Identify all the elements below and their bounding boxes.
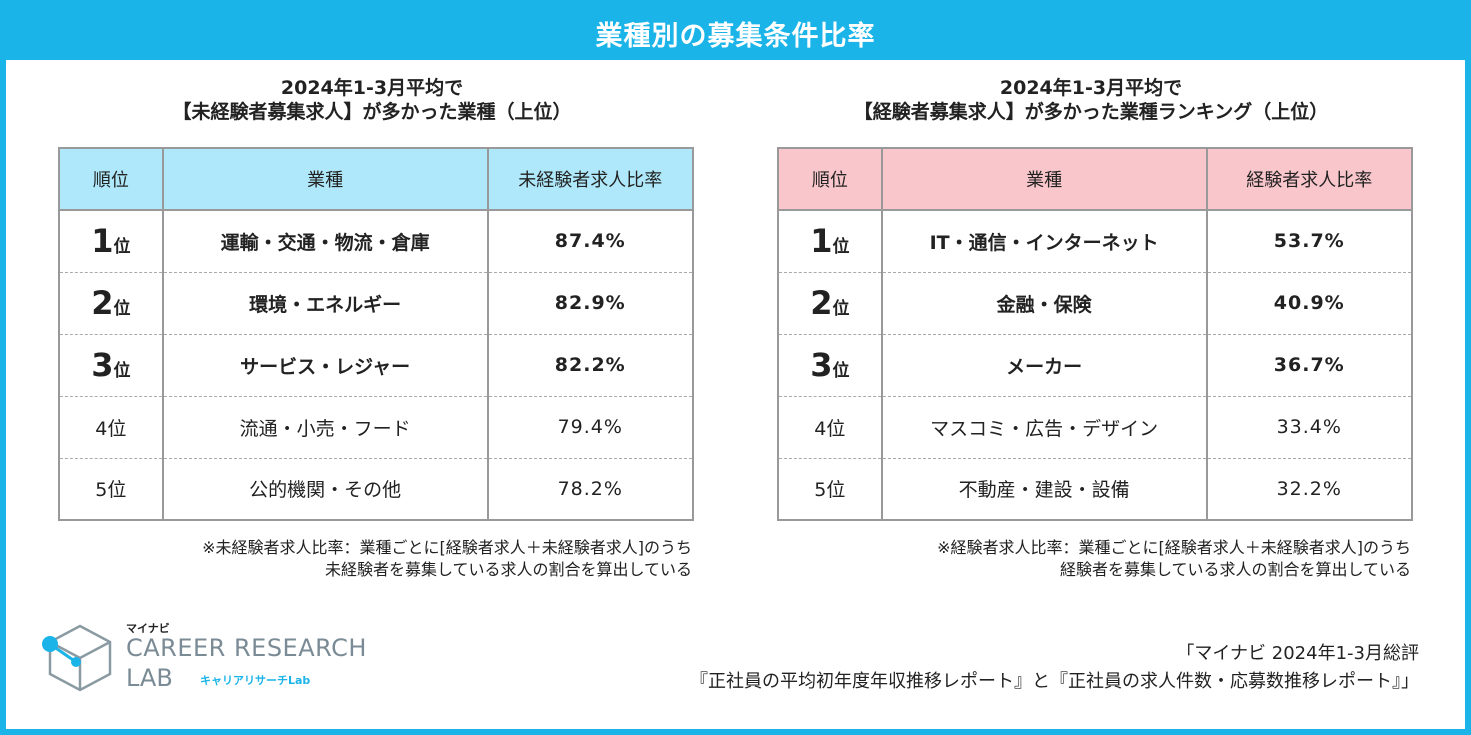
table-row: 5位 公的機関・その他 78.2%: [59, 457, 693, 520]
panel-heading: 2024年1-3月平均で 【経験者募集求人】が多かった業種ランキング（上位）: [771, 76, 1411, 124]
page-title: 業種別の募集条件比率: [6, 6, 1465, 60]
rank-number: 3: [810, 346, 833, 384]
source-line2: 『正社員の平均初年度年収推移レポート』と『正社員の求人件数・応募数推移レポート』…: [690, 671, 1419, 692]
inexperienced-ranking-table: 順位 業種 未経験者求人比率 1位 運輸・交通・物流・倉庫 87.4% 2位 環…: [58, 147, 694, 521]
rank-cell: 5位: [59, 457, 164, 520]
footnote-line1: ※経験者求人比率：業種ごとに[経験者求人＋未経験者求人]のうち: [937, 538, 1411, 557]
brand-line1: CAREER RESEARCH: [126, 634, 367, 662]
rank-number: 2: [810, 284, 833, 322]
industry-cell: 金融・保険: [881, 271, 1208, 334]
industry-cell: 不動産・建設・設備: [881, 457, 1208, 520]
brand-jp: キャリアリサーチLab: [200, 674, 311, 687]
column-header-industry: 業種: [881, 148, 1208, 210]
experienced-ranking-table: 順位 業種 経験者求人比率 1位 IT・通信・インターネット 53.7% 2位 …: [777, 147, 1413, 521]
industry-cell: メーカー: [881, 333, 1208, 396]
ratio-cell: 53.7%: [1206, 209, 1412, 272]
brand-line2: LAB: [126, 664, 173, 692]
heading-line1: 2024年1-3月平均で: [280, 77, 464, 99]
rank-number: 1: [810, 222, 833, 261]
rank-cell: 4位: [59, 395, 164, 458]
rank-suffix: 位: [113, 361, 131, 381]
rank-cell: 5位: [778, 457, 883, 520]
ratio-cell: 40.9%: [1206, 271, 1412, 334]
industry-cell: 環境・エネルギー: [162, 271, 489, 334]
table-row: 1位 運輸・交通・物流・倉庫 87.4%: [59, 209, 693, 272]
rank-number: 3: [91, 346, 114, 384]
rank-cell: 2位: [778, 271, 883, 334]
rank-number: 1: [91, 222, 114, 261]
ratio-cell: 32.2%: [1206, 457, 1412, 520]
rank-cell: 1位: [59, 209, 164, 272]
column-header-ratio: 未経験者求人比率: [487, 148, 693, 210]
ratio-cell: 82.2%: [487, 333, 693, 396]
heading-line1: 2024年1-3月平均で: [999, 77, 1183, 99]
industry-cell: 流通・小売・フード: [162, 395, 489, 458]
rank-suffix: 位: [832, 237, 850, 258]
industry-cell: 運輸・交通・物流・倉庫: [162, 209, 489, 272]
ratio-cell: 36.7%: [1206, 333, 1412, 396]
rank-suffix: 位: [113, 237, 131, 258]
table-row: 2位 金融・保険 40.9%: [778, 271, 1412, 334]
ratio-cell: 78.2%: [487, 457, 693, 520]
table-row: 1位 IT・通信・インターネット 53.7%: [778, 209, 1412, 272]
rank-suffix: 位: [832, 299, 850, 319]
table-header-row: 順位 業種 経験者求人比率: [778, 148, 1412, 210]
table-row: 5位 不動産・建設・設備 32.2%: [778, 457, 1412, 520]
footnote: ※経験者求人比率：業種ごとに[経験者求人＋未経験者求人]のうち 経験者を募集して…: [771, 537, 1411, 581]
industry-cell: マスコミ・広告・デザイン: [881, 395, 1208, 458]
rank-cell: 2位: [59, 271, 164, 334]
heading-line2: 【経験者募集求人】が多かった業種ランキング（上位）: [853, 101, 1329, 123]
ratio-cell: 87.4%: [487, 209, 693, 272]
table-row: 4位 マスコミ・広告・デザイン 33.4%: [778, 395, 1412, 458]
brand-mynavi: マイナビ: [126, 622, 170, 635]
column-header-ratio: 経験者求人比率: [1206, 148, 1412, 210]
rank-cell: 3位: [778, 333, 883, 396]
rank-suffix: 位: [113, 299, 131, 319]
inexperienced-ranking-panel: 2024年1-3月平均で 【未経験者募集求人】が多かった業種（上位） 順位 業種…: [52, 76, 694, 581]
heading-line2: 【未経験者募集求人】が多かった業種（上位）: [172, 101, 572, 123]
column-header-rank: 順位: [778, 148, 883, 210]
rank-cell: 1位: [778, 209, 883, 272]
cube-logo-icon: [42, 624, 112, 692]
ratio-cell: 79.4%: [487, 395, 693, 458]
column-header-industry: 業種: [162, 148, 489, 210]
ratio-cell: 82.9%: [487, 271, 693, 334]
footnote-line1: ※未経験者求人比率：業種ごとに[経験者求人＋未経験者求人]のうち: [202, 538, 692, 557]
column-header-rank: 順位: [59, 148, 164, 210]
ratio-cell: 33.4%: [1206, 395, 1412, 458]
rank-suffix: 位: [832, 361, 850, 381]
table-header-row: 順位 業種 未経験者求人比率: [59, 148, 693, 210]
industry-cell: サービス・レジャー: [162, 333, 489, 396]
experienced-ranking-panel: 2024年1-3月平均で 【経験者募集求人】が多かった業種ランキング（上位） 順…: [771, 76, 1413, 581]
footnote-line2: 未経験者を募集している求人の割合を算出している: [324, 560, 692, 579]
panel-heading: 2024年1-3月平均で 【未経験者募集求人】が多かった業種（上位）: [52, 76, 692, 124]
career-research-lab-logo: マイナビ CAREER RESEARCH LAB キャリアリサーチLab: [40, 618, 380, 698]
industry-cell: IT・通信・インターネット: [881, 209, 1208, 272]
table-row: 3位 サービス・レジャー 82.2%: [59, 333, 693, 396]
footnote: ※未経験者求人比率：業種ごとに[経験者求人＋未経験者求人]のうち 未経験者を募集…: [52, 537, 692, 581]
source-citation: 「マイナビ 2024年1-3月総評 『正社員の平均初年度年収推移レポート』と『正…: [690, 640, 1419, 696]
rank-cell: 3位: [59, 333, 164, 396]
rank-cell: 4位: [778, 395, 883, 458]
table-row: 3位 メーカー 36.7%: [778, 333, 1412, 396]
industry-cell: 公的機関・その他: [162, 457, 489, 520]
table-row: 4位 流通・小売・フード 79.4%: [59, 395, 693, 458]
footnote-line2: 経験者を募集している求人の割合を算出している: [1059, 560, 1411, 579]
rank-number: 2: [91, 284, 114, 322]
table-row: 2位 環境・エネルギー 82.9%: [59, 271, 693, 334]
source-line1: 「マイナビ 2024年1-3月総評: [1176, 643, 1419, 664]
